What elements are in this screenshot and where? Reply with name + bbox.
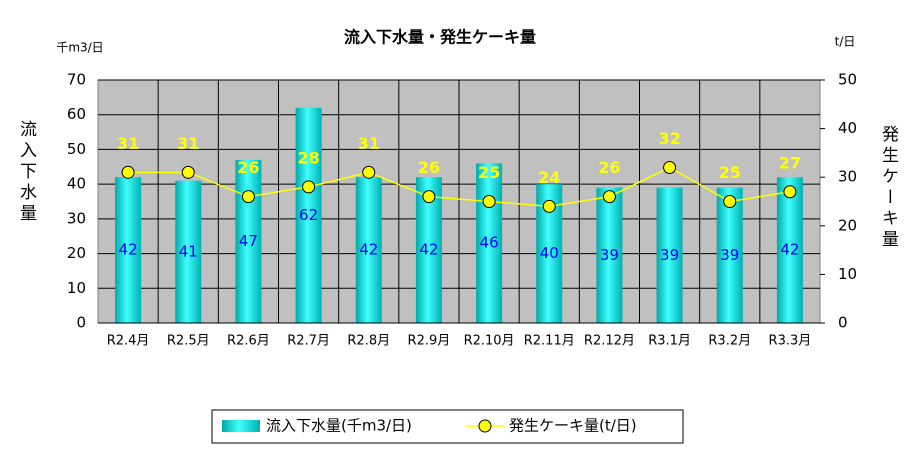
line-marker [121, 165, 135, 179]
bar-value-label: 40 [540, 244, 559, 262]
y-tick-label: 10 [67, 279, 86, 297]
y-tick-label: 40 [67, 175, 86, 193]
x-tick-label: R3.2月 [708, 334, 751, 349]
y-tick-label: 20 [67, 244, 86, 262]
bar-value-label: 42 [119, 241, 138, 259]
x-tick-label: R2.8月 [347, 334, 390, 349]
x-tick-label: R2.6月 [227, 334, 270, 349]
line-value-label: 26 [598, 158, 620, 177]
y-tick-label: 60 [67, 105, 86, 123]
bar-value-label: 42 [780, 241, 799, 259]
bar [355, 177, 382, 323]
y2-axis-title: 発生ケーキ量 [878, 125, 899, 251]
y-unit: 千m3/日 [56, 41, 103, 55]
bar-value-label: 62 [299, 206, 318, 224]
line-value-label: 24 [538, 168, 560, 187]
y2-tick-label: 20 [838, 216, 857, 234]
bar [115, 177, 142, 323]
y2-tick-label: 50 [838, 71, 857, 89]
line-value-label: 27 [779, 153, 801, 172]
legend-swatch [478, 419, 492, 433]
line-marker [783, 185, 797, 199]
line-value-label: 25 [478, 163, 500, 182]
line-marker [241, 190, 255, 204]
line-value-label: 26 [418, 158, 440, 177]
legend-label: 流入下水量(千m3/日) [266, 417, 412, 435]
x-tick-label: R2.12月 [584, 334, 635, 349]
y2-tick-label: 30 [838, 168, 857, 186]
line-marker [302, 180, 316, 194]
bar [175, 180, 202, 323]
chart-title: 流入下水量・発生ケーキ量 [344, 28, 536, 47]
bar-value-label: 42 [419, 241, 438, 259]
x-tick-label: R2.5月 [167, 334, 210, 349]
x-tick-label: R2.11月 [524, 334, 575, 349]
y-tick-label: 50 [67, 140, 86, 158]
line-value-label: 31 [117, 134, 139, 153]
y2-tick-label: 10 [838, 265, 857, 283]
bar-value-label: 39 [720, 246, 739, 264]
bar [776, 177, 803, 323]
bar-value-label: 39 [660, 246, 679, 264]
y-axis-title: 流入下水量 [16, 120, 37, 225]
legend [211, 409, 684, 444]
y2-tick-label: 40 [838, 119, 857, 137]
bar [476, 163, 503, 323]
x-tick-label: R2.9月 [408, 334, 451, 349]
bar [235, 159, 262, 323]
line-marker [542, 199, 556, 213]
x-tick-label: R2.10月 [464, 334, 515, 349]
bar [656, 187, 683, 323]
line-marker [482, 195, 496, 208]
bar-value-label: 42 [359, 241, 378, 259]
x-tick-label: R3.3月 [769, 334, 812, 349]
line-value-label: 32 [658, 129, 680, 148]
bar-value-label: 39 [600, 246, 619, 264]
y2-unit: t/日 [835, 35, 856, 49]
bar-value-label: 47 [239, 232, 258, 250]
line [128, 166, 791, 208]
bar [716, 187, 743, 323]
bar-value-label: 41 [179, 242, 198, 260]
line-marker [723, 195, 737, 208]
bar [295, 107, 322, 324]
bar-value-label: 46 [480, 234, 499, 252]
y2-tick-label: 0 [838, 314, 848, 332]
y-tick-label: 30 [67, 209, 86, 227]
line-value-label: 28 [297, 148, 319, 167]
line-value-label: 25 [719, 163, 741, 182]
x-tick-label: R3.1月 [648, 334, 691, 349]
line-value-label: 31 [177, 134, 199, 153]
legend-label: 発生ケーキ量(t/日) [509, 417, 637, 435]
x-tick-label: R2.4月 [107, 334, 150, 349]
line-marker [362, 165, 376, 179]
x-tick-label: R2.7月 [287, 334, 330, 349]
line-marker [663, 160, 677, 174]
y-tick-label: 70 [67, 71, 86, 89]
y-tick-label: 0 [76, 314, 86, 332]
legend-swatch [222, 420, 260, 432]
line-value-label: 26 [237, 158, 259, 177]
bar [596, 187, 623, 323]
line-marker [602, 190, 616, 204]
line-marker [181, 165, 195, 179]
line-marker [422, 190, 436, 204]
line-value-label: 31 [358, 134, 380, 153]
